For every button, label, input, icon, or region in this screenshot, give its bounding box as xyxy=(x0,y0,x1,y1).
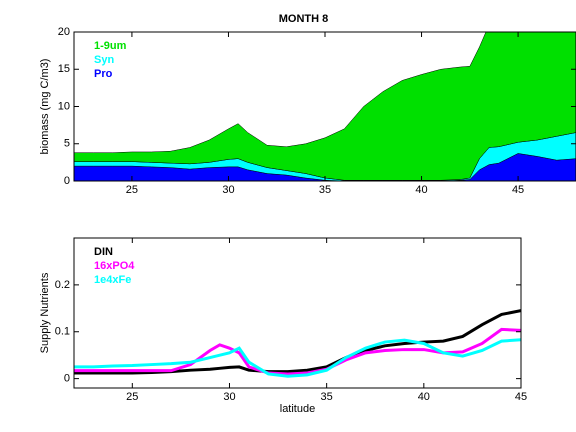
x-tick-label: 30 xyxy=(222,184,234,196)
y-axis-label: biomass (mg C/m3) xyxy=(39,59,51,155)
axes-box xyxy=(73,237,522,389)
data-layer xyxy=(74,32,576,181)
chart-title: MONTH 8 xyxy=(279,13,329,25)
x-tick-label: 40 xyxy=(415,184,427,196)
line xyxy=(74,309,521,375)
y-tick-label: 20 xyxy=(58,26,70,38)
y-tick-label: 0 xyxy=(64,373,70,385)
panel: 25 30 35 40 45 0 5 10 15 20 MONTH 8 biomass (mg C/m… xyxy=(39,13,576,196)
legend-entry: DIN xyxy=(94,246,113,258)
line xyxy=(74,338,521,378)
y-tick-label: 5 xyxy=(64,138,70,150)
y-tick-label: 0.2 xyxy=(55,279,70,291)
panel: 25 30 35 40 45 0 0.1 0.2 latitude Supply Nutrient… xyxy=(39,237,527,415)
plot-area xyxy=(74,238,521,388)
x-tick-label: 40 xyxy=(418,391,430,403)
legend-entry: Pro xyxy=(94,68,113,80)
y-tick-label: 0 xyxy=(64,175,70,187)
y-tick-label: 10 xyxy=(58,100,70,112)
legend-entry: 1e4xFe xyxy=(94,274,131,286)
x-tick-label: 35 xyxy=(319,184,331,196)
x-tick-label: 25 xyxy=(126,391,138,403)
y-tick-label: 15 xyxy=(58,63,70,75)
x-tick-label: 45 xyxy=(515,391,527,403)
x-axis-label: latitude xyxy=(280,403,315,415)
area xyxy=(74,32,576,181)
legend-entry: 16xPO4 xyxy=(94,260,135,272)
x-tick-label: 30 xyxy=(223,391,235,403)
y-tick-label: 0.1 xyxy=(55,326,70,338)
x-tick-label: 25 xyxy=(126,184,138,196)
x-tick-label: 45 xyxy=(512,184,524,196)
x-tick-label: 35 xyxy=(321,391,333,403)
data-layer xyxy=(74,309,521,378)
y-axis-label: Supply Nutrients xyxy=(39,272,51,353)
legend-entry: Syn xyxy=(94,54,114,66)
legend-entry: 1-9um xyxy=(94,40,127,52)
